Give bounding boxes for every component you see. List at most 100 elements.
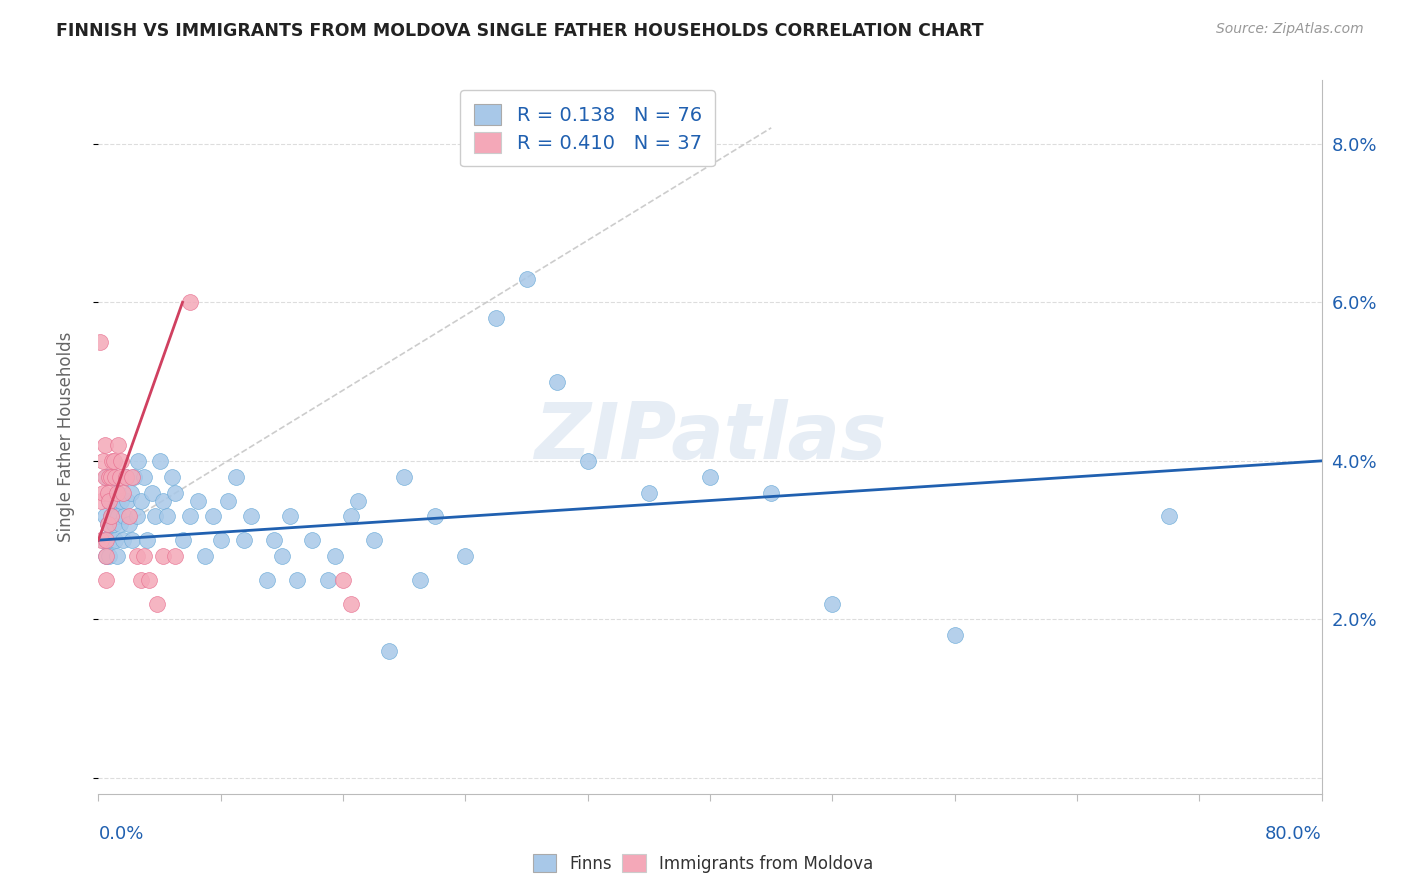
Point <box>120 485 142 500</box>
Point <box>454 549 477 563</box>
Point <box>104 533 127 548</box>
Point <box>94 573 117 587</box>
Point <box>152 493 174 508</box>
Point <box>136 533 159 548</box>
Point <box>134 469 156 483</box>
Point <box>107 485 129 500</box>
Point <box>332 573 354 587</box>
Point <box>301 533 323 548</box>
Point <box>225 469 247 483</box>
Point <box>141 485 163 500</box>
Point <box>516 271 538 285</box>
Point <box>576 454 599 468</box>
Point <box>97 485 120 500</box>
Point <box>115 469 138 483</box>
Point <box>143 509 166 524</box>
Point <box>108 517 131 532</box>
Y-axis label: Single Father Households: Single Father Households <box>56 332 75 542</box>
Point <box>98 549 121 563</box>
Point <box>111 533 134 548</box>
Point <box>121 469 143 483</box>
Point <box>278 509 301 524</box>
Point <box>91 454 114 468</box>
Point <box>163 485 186 500</box>
Point <box>122 469 145 483</box>
Point <box>637 485 661 500</box>
Text: 80.0%: 80.0% <box>1265 825 1322 843</box>
Point <box>759 485 782 500</box>
Point <box>103 517 125 532</box>
Point <box>111 485 134 500</box>
Point <box>125 549 148 563</box>
Point <box>98 469 121 483</box>
Point <box>94 549 117 563</box>
Point <box>187 493 209 508</box>
Legend: R = 0.138   N = 76, R = 0.410   N = 37: R = 0.138 N = 76, R = 0.410 N = 37 <box>460 90 716 167</box>
Point <box>138 573 160 587</box>
Point <box>699 469 721 483</box>
Point <box>100 509 122 524</box>
Text: FINNISH VS IMMIGRANTS FROM MOLDOVA SINGLE FATHER HOUSEHOLDS CORRELATION CHART: FINNISH VS IMMIGRANTS FROM MOLDOVA SINGL… <box>56 22 984 40</box>
Point <box>91 533 114 548</box>
Point <box>110 493 132 508</box>
Point <box>285 573 308 587</box>
Point <box>100 509 122 524</box>
Point <box>217 493 239 508</box>
Point <box>107 438 129 452</box>
Point <box>202 509 225 524</box>
Point <box>118 509 141 524</box>
Point <box>1157 509 1180 524</box>
Point <box>378 644 401 658</box>
Point <box>339 509 361 524</box>
Point <box>408 573 430 587</box>
Point <box>100 469 122 483</box>
Point <box>546 375 568 389</box>
Point <box>240 509 263 524</box>
Point <box>363 533 385 548</box>
Point <box>127 454 149 468</box>
Point <box>98 493 121 508</box>
Point <box>121 533 143 548</box>
Point <box>194 549 217 563</box>
Point <box>91 485 114 500</box>
Point <box>93 438 115 452</box>
Point <box>93 509 115 524</box>
Point <box>392 469 416 483</box>
Point <box>100 533 122 548</box>
Point <box>156 509 179 524</box>
Point <box>423 509 446 524</box>
Point <box>339 597 361 611</box>
Point <box>94 469 117 483</box>
Point <box>179 509 201 524</box>
Point <box>172 533 194 548</box>
Point <box>163 549 186 563</box>
Point <box>232 533 254 548</box>
Point <box>117 493 139 508</box>
Point <box>90 493 112 508</box>
Point <box>485 311 508 326</box>
Point <box>134 549 156 563</box>
Point <box>110 454 132 468</box>
Point <box>90 533 112 548</box>
Point <box>105 493 128 508</box>
Point <box>104 469 127 483</box>
Point <box>270 549 292 563</box>
Point <box>103 469 125 483</box>
Point <box>263 533 285 548</box>
Point <box>94 533 117 548</box>
Point <box>943 628 966 642</box>
Point <box>316 573 339 587</box>
Point <box>129 573 152 587</box>
Legend: Finns, Immigrants from Moldova: Finns, Immigrants from Moldova <box>526 847 880 880</box>
Text: 0.0%: 0.0% <box>98 825 143 843</box>
Point <box>125 509 148 524</box>
Point <box>112 509 135 524</box>
Point <box>160 469 183 483</box>
Point <box>105 485 128 500</box>
Point <box>101 454 124 468</box>
Point <box>93 469 115 483</box>
Point <box>89 334 111 349</box>
Point <box>149 454 172 468</box>
Point <box>821 597 844 611</box>
Point <box>115 469 138 483</box>
